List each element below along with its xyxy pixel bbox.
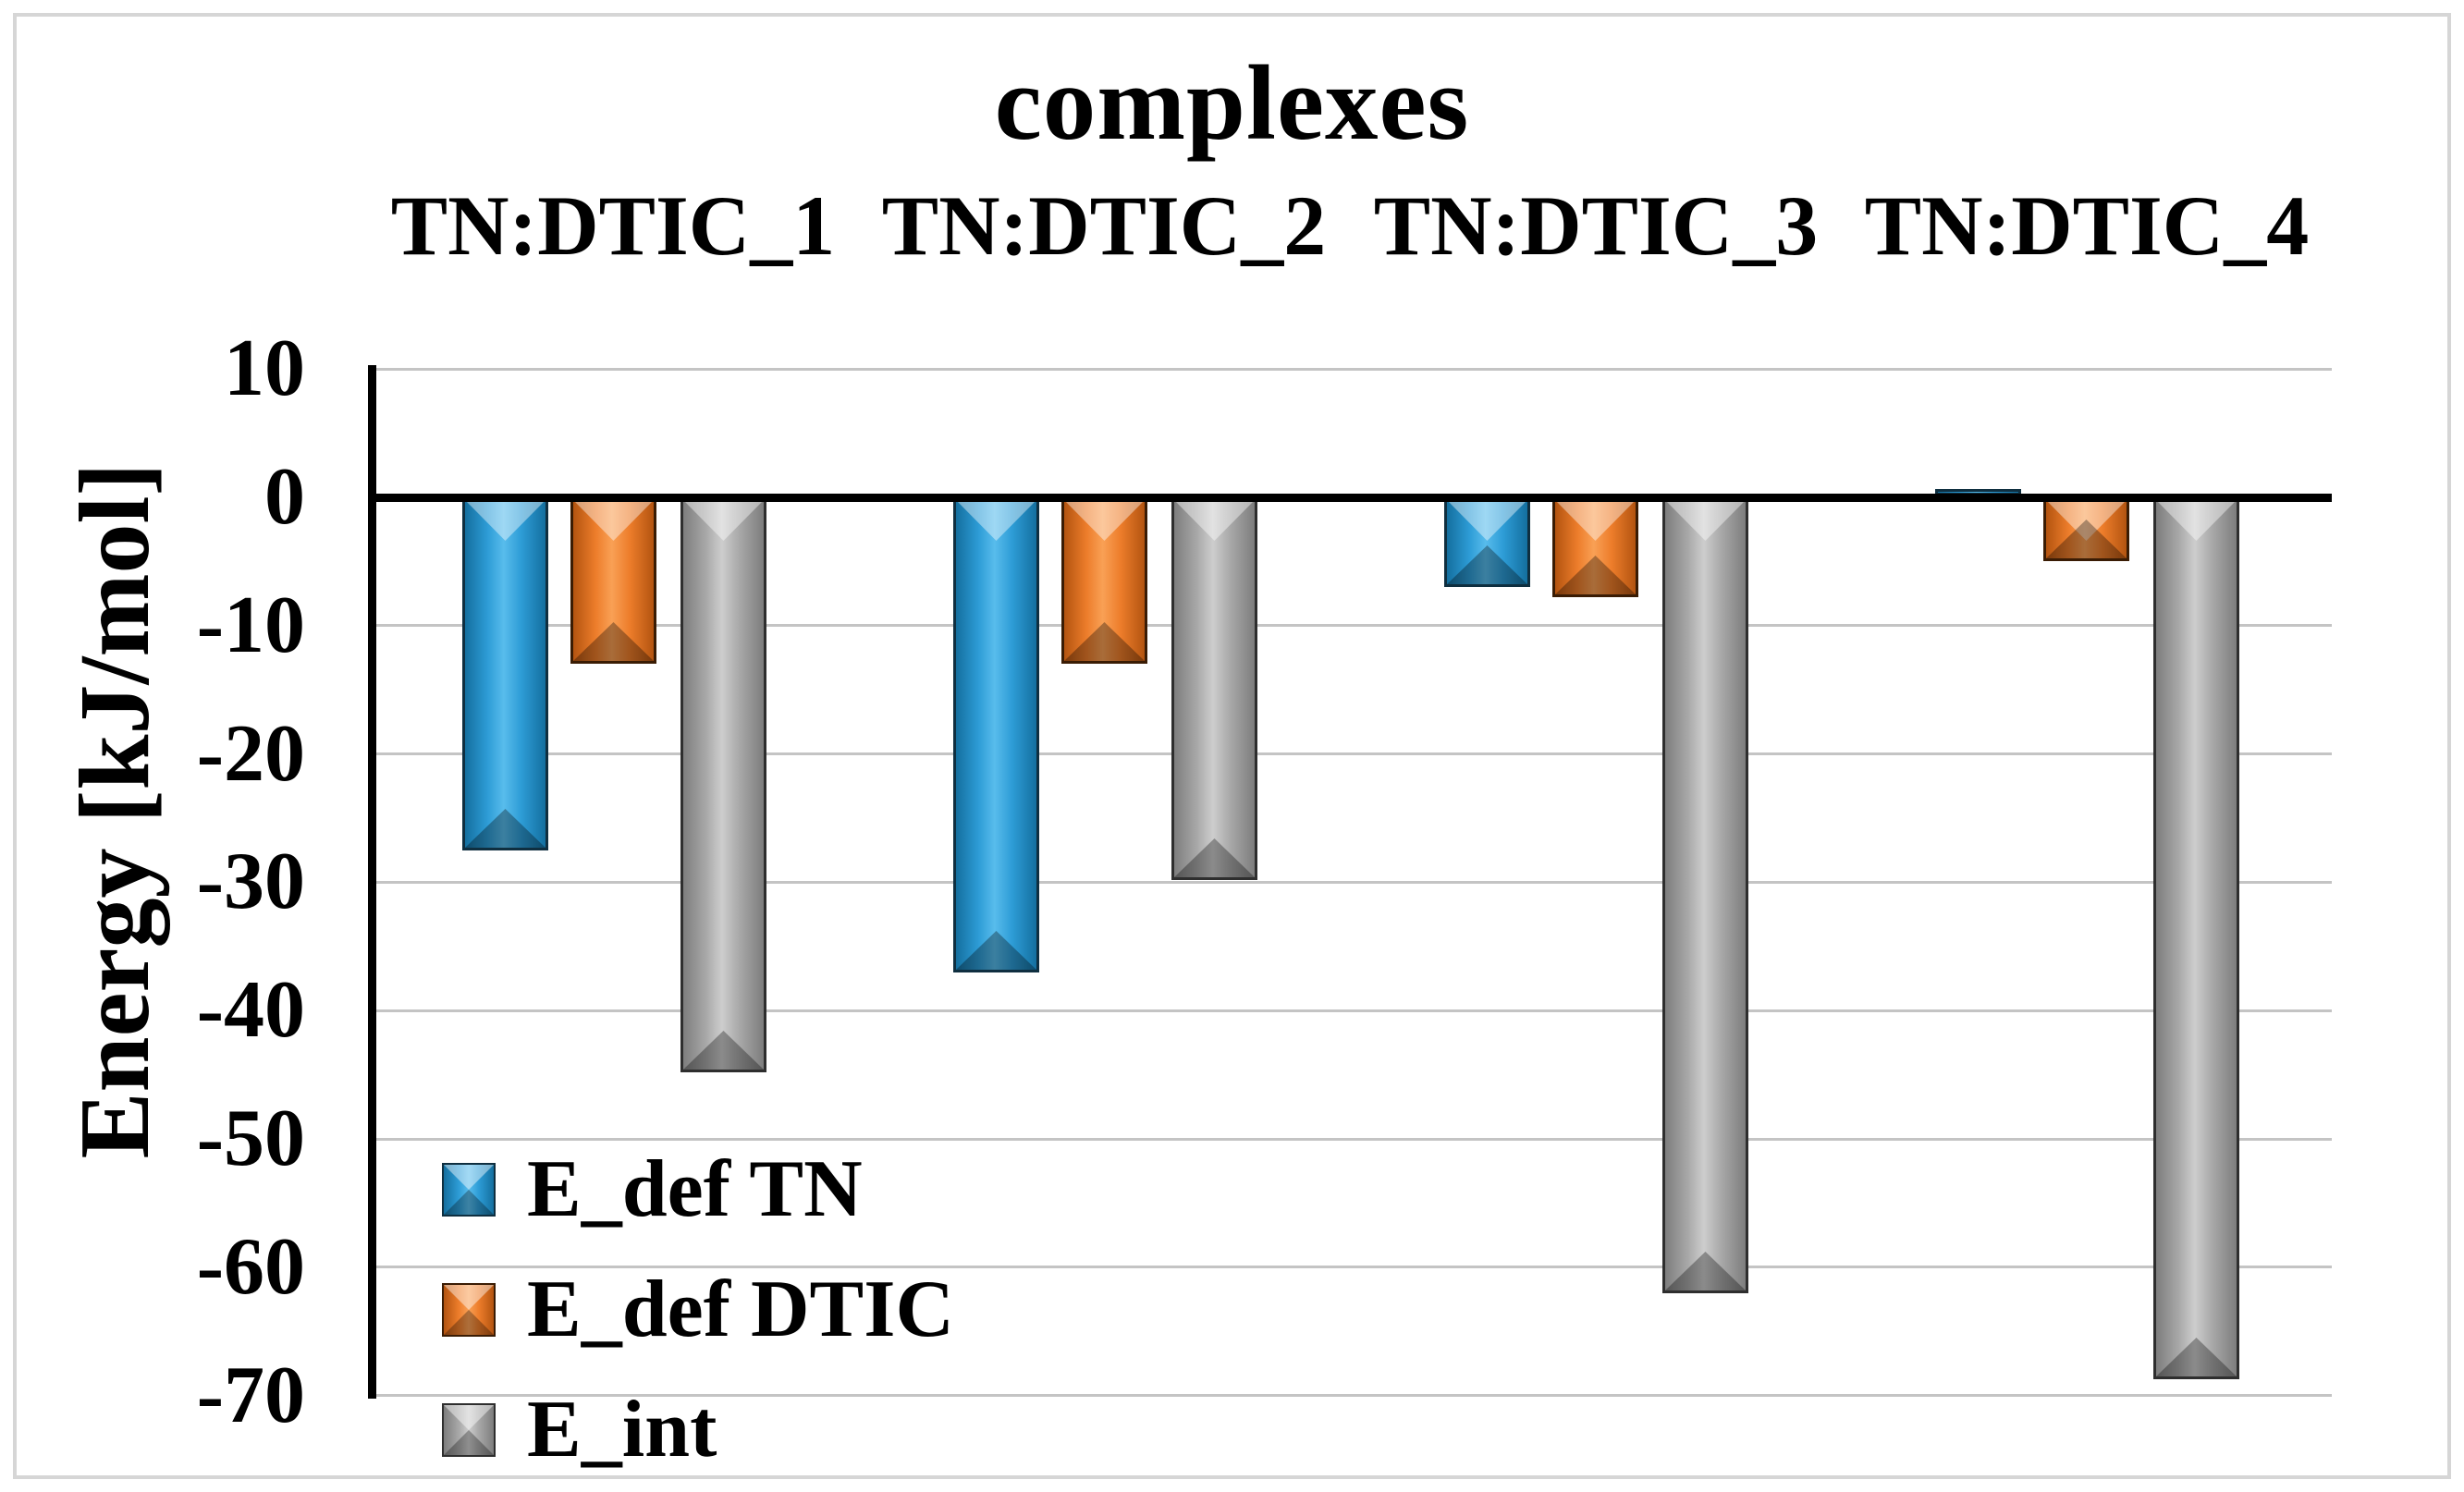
category-label-4: TN:DTIC_4: [1864, 178, 2310, 273]
legend-marker-blue: [442, 1163, 496, 1217]
category-label-3: TN:DTIC_3: [1373, 178, 1819, 273]
y-tick-label: -40: [196, 965, 305, 1055]
legend-marker-gray: [442, 1403, 496, 1457]
bar-e_def-dtic-tn-dtic_1: [570, 497, 656, 664]
gridline-10: [368, 368, 2332, 371]
legend-label: E_def TN: [527, 1144, 863, 1234]
gridline--20: [368, 752, 2332, 755]
y-tick-label: -30: [196, 837, 305, 926]
y-axis-line: [368, 365, 376, 1399]
bar-e_def-tn-tn-dtic_1: [462, 497, 548, 850]
bar-e_int-tn-dtic_1: [680, 497, 766, 1072]
bar-e_def-tn-tn-dtic_3: [1444, 497, 1530, 587]
legend-label: E_int: [527, 1385, 717, 1474]
bar-e_def-dtic-tn-dtic_3: [1552, 497, 1638, 597]
gridline--60: [368, 1266, 2332, 1268]
bar-e_def-dtic-tn-dtic_4: [2043, 497, 2129, 561]
bar-e_int-tn-dtic_3: [1662, 497, 1748, 1293]
gridline--50: [368, 1138, 2332, 1141]
category-label-2: TN:DTIC_2: [881, 178, 1327, 273]
bar-e_int-tn-dtic_4: [2153, 497, 2239, 1379]
gridline--30: [368, 881, 2332, 884]
y-tick-label: 0: [264, 452, 305, 542]
bar-e_int-tn-dtic_2: [1171, 497, 1257, 880]
gridline--40: [368, 1009, 2332, 1012]
y-tick-label: -60: [196, 1222, 305, 1312]
category-label-1: TN:DTIC_1: [390, 178, 836, 273]
gridline--10: [368, 624, 2332, 627]
legend-marker-orange: [442, 1283, 496, 1337]
y-tick-label: -70: [196, 1351, 305, 1440]
legend-label: E_def DTIC: [527, 1265, 955, 1354]
y-tick-label: -20: [196, 709, 305, 799]
bar-e_def-dtic-tn-dtic_2: [1061, 497, 1147, 664]
y-tick-label: -50: [196, 1094, 305, 1183]
y-tick-label: 10: [224, 324, 305, 413]
gridline--70: [368, 1394, 2332, 1397]
x-axis-zero-line: [368, 494, 2332, 502]
bar-e_def-tn-tn-dtic_2: [953, 497, 1039, 972]
chart-title: complexes: [994, 44, 1470, 162]
y-tick-label: -10: [196, 581, 305, 670]
